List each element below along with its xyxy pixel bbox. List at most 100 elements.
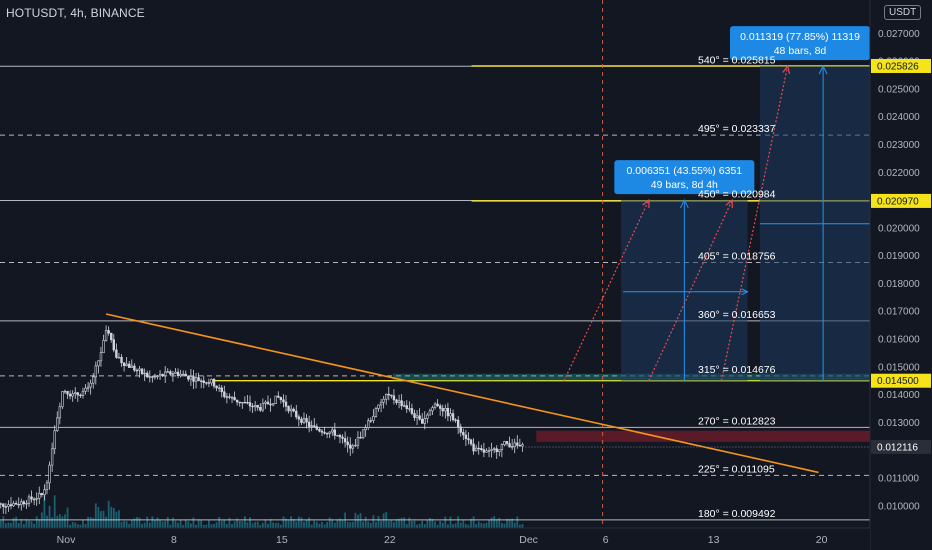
volume-bar (148, 522, 151, 528)
candle-body (112, 339, 116, 351)
candle-body (413, 413, 416, 419)
candle-body (253, 405, 257, 408)
chart-title: HOTUSDT, 4h, BINANCE (6, 6, 145, 20)
volume-bar (256, 521, 259, 528)
volume-bar (20, 519, 23, 528)
volume-bar (310, 524, 313, 528)
volume-bar (272, 522, 275, 528)
volume-bar (464, 524, 467, 528)
volume-bar (110, 506, 113, 528)
candle-body (508, 443, 511, 448)
candle-body (274, 395, 277, 404)
volume-bar (33, 523, 36, 528)
candle-body (395, 399, 398, 403)
candle-body (456, 419, 460, 428)
measure-label-line1: 0.011319 (77.85%) 11319 (740, 31, 860, 43)
candle-body (76, 392, 80, 396)
volume-bar (390, 519, 393, 528)
candle-body (230, 397, 234, 399)
price-tick-label: 0.024000 (878, 112, 920, 123)
projection-arrow-head (642, 198, 650, 209)
candle-body (179, 373, 182, 377)
volume-bar (282, 516, 285, 528)
volume-bar (251, 523, 254, 528)
currency-button[interactable]: USDT (884, 5, 922, 20)
volume-bar (372, 515, 375, 528)
volume-bar (205, 524, 208, 528)
price-tick-label: 0.014000 (878, 390, 920, 401)
volume-bar (92, 517, 95, 528)
volume-bar (210, 524, 213, 528)
volume-bar (500, 522, 503, 528)
candle-body (369, 420, 373, 422)
volume-bar (243, 516, 246, 528)
candle-body (415, 415, 419, 419)
volume-bar (416, 524, 418, 528)
volume-bar (405, 524, 408, 528)
candle-body (194, 377, 198, 382)
volume-bar (174, 520, 177, 528)
candle-body (403, 405, 406, 407)
volume-bar (459, 522, 462, 528)
volume-bar (313, 520, 316, 528)
volume-bar (220, 520, 223, 528)
candle-body (148, 376, 151, 378)
candle-body (166, 371, 169, 373)
volume-bar (43, 493, 46, 528)
volume-bar (238, 521, 241, 528)
volume-bar (357, 514, 359, 528)
volume-bar (426, 520, 429, 528)
fib-level-label: 405° = 0.018756 (698, 250, 776, 262)
candle-body (133, 365, 136, 371)
volume-bar (321, 521, 323, 528)
price-tick-label: 0.020000 (878, 223, 920, 234)
projection-arrows (563, 64, 791, 381)
trendline[interactable] (105, 313, 819, 474)
candle-body (305, 418, 308, 423)
candle-body (271, 403, 275, 406)
candle-body (451, 413, 455, 421)
volume-bar (69, 524, 72, 528)
candle-body (287, 406, 290, 412)
candle-body (400, 400, 403, 407)
candle-body (462, 432, 465, 436)
candle-body (500, 444, 504, 451)
volume-bar (71, 521, 74, 528)
volume-bar (179, 519, 182, 528)
candle-body (379, 401, 383, 406)
volume-bar (10, 522, 12, 528)
candle-body (189, 376, 193, 380)
candle-body (130, 365, 133, 368)
volume-bar (76, 524, 79, 528)
candle-body (197, 377, 200, 382)
volume-bar (295, 521, 298, 528)
volume-bar (382, 513, 385, 528)
volume-bar (387, 520, 390, 528)
candle-body (313, 425, 316, 427)
volume-bar (112, 508, 115, 528)
volume-bar (482, 523, 485, 528)
candle-body (349, 444, 352, 449)
candle-body (12, 502, 15, 507)
volume-bar (164, 520, 167, 528)
volume-bar (434, 521, 436, 528)
price-tag-bg (871, 58, 931, 73)
candle-body (256, 405, 259, 408)
fib-level-label: 180° = 0.009492 (698, 508, 776, 520)
volume-bar (187, 521, 190, 528)
volume-bar (516, 516, 519, 528)
volume-bar (436, 524, 439, 528)
volume-bar (120, 522, 123, 528)
candle-body (282, 399, 285, 403)
volume-bar (66, 507, 69, 528)
volume-bar (200, 519, 203, 528)
candle-body (341, 436, 344, 439)
candle-body (251, 405, 254, 408)
candle-body (279, 396, 283, 401)
volume-bar (267, 523, 269, 528)
candle-body (32, 498, 36, 501)
volume-bar (326, 522, 329, 528)
volume-bar (225, 524, 228, 528)
volume-bar (15, 516, 18, 528)
